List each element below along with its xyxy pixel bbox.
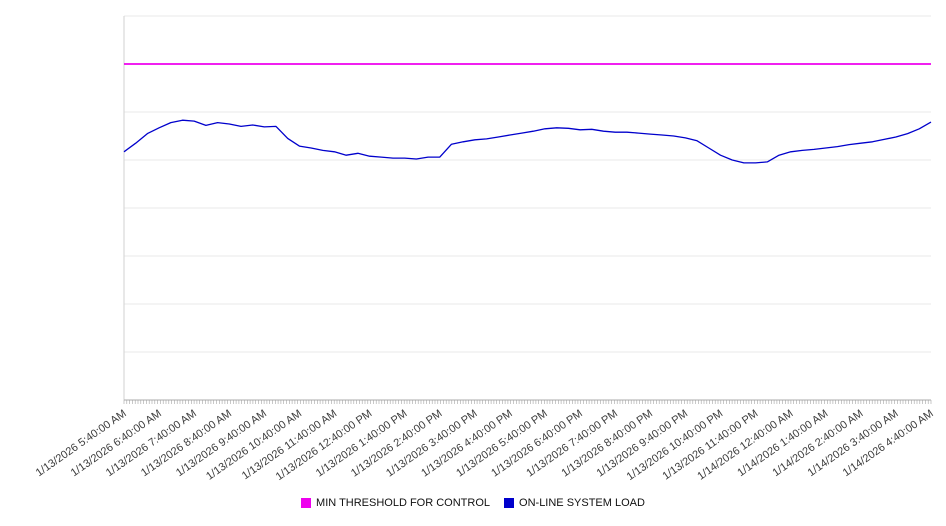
legend-item-threshold[interactable]: MIN THRESHOLD FOR CONTROL: [301, 497, 490, 509]
legend-item-load[interactable]: ON-LINE SYSTEM LOAD: [504, 497, 645, 509]
online-system-load-line: [123, 119, 932, 164]
plot-area: 1/13/2026 5:40:00 AM1/13/2026 6:40:00 AM…: [34, 15, 936, 483]
threshold-swatch: [301, 498, 312, 508]
chart-legend: MIN THRESHOLD FOR CONTROL ON-LINE SYSTEM…: [0, 497, 946, 509]
legend-label-threshold: MIN THRESHOLD FOR CONTROL: [316, 497, 491, 509]
load-swatch: [504, 498, 515, 508]
gridlines: [124, 15, 931, 353]
x-axis-minor-ticks: [123, 400, 932, 404]
legend-label-load: ON-LINE SYSTEM LOAD: [519, 497, 645, 509]
